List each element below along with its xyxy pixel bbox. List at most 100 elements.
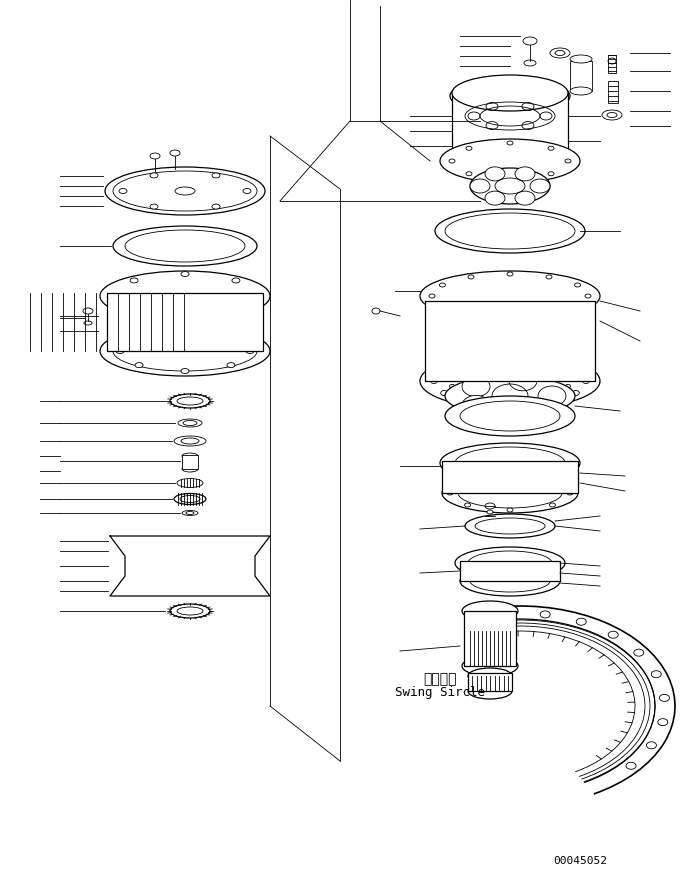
Ellipse shape: [431, 379, 438, 383]
Ellipse shape: [550, 393, 555, 397]
Ellipse shape: [181, 368, 189, 374]
Ellipse shape: [243, 189, 251, 194]
Ellipse shape: [440, 305, 445, 309]
Ellipse shape: [449, 159, 455, 163]
Ellipse shape: [523, 37, 537, 45]
Ellipse shape: [420, 271, 600, 321]
Ellipse shape: [181, 315, 189, 321]
Ellipse shape: [100, 326, 270, 376]
Ellipse shape: [469, 399, 475, 404]
Ellipse shape: [515, 191, 535, 205]
Ellipse shape: [651, 670, 662, 677]
Ellipse shape: [545, 358, 552, 363]
Ellipse shape: [567, 491, 573, 495]
Ellipse shape: [485, 167, 505, 181]
Ellipse shape: [507, 141, 513, 145]
Ellipse shape: [182, 510, 198, 515]
Ellipse shape: [465, 393, 470, 397]
Ellipse shape: [452, 143, 568, 179]
Ellipse shape: [469, 358, 475, 363]
Ellipse shape: [447, 491, 453, 495]
Ellipse shape: [570, 87, 592, 95]
Ellipse shape: [237, 557, 253, 565]
Ellipse shape: [608, 632, 618, 638]
Ellipse shape: [565, 159, 571, 163]
Ellipse shape: [466, 146, 472, 151]
Ellipse shape: [585, 294, 591, 298]
Ellipse shape: [523, 398, 528, 402]
Ellipse shape: [550, 479, 555, 483]
Ellipse shape: [546, 313, 552, 317]
Ellipse shape: [170, 150, 180, 156]
Ellipse shape: [420, 353, 600, 409]
Ellipse shape: [574, 305, 581, 309]
Ellipse shape: [180, 559, 200, 569]
Ellipse shape: [135, 335, 143, 339]
Ellipse shape: [530, 179, 550, 193]
Ellipse shape: [182, 466, 198, 472]
Ellipse shape: [130, 278, 138, 283]
Ellipse shape: [452, 75, 568, 111]
Ellipse shape: [116, 349, 124, 353]
Bar: [452, 93, 568, 161]
Ellipse shape: [550, 503, 555, 507]
Ellipse shape: [523, 359, 528, 364]
Ellipse shape: [83, 308, 93, 314]
Ellipse shape: [462, 396, 490, 416]
Ellipse shape: [507, 316, 513, 320]
Ellipse shape: [440, 443, 580, 483]
Ellipse shape: [182, 453, 198, 459]
Ellipse shape: [455, 547, 565, 579]
Bar: [608, 81, 618, 103]
Ellipse shape: [565, 374, 570, 378]
Ellipse shape: [150, 204, 158, 209]
Ellipse shape: [450, 78, 570, 114]
Ellipse shape: [660, 694, 669, 701]
Ellipse shape: [130, 309, 138, 314]
Text: 回转支承: 回转支承: [423, 672, 457, 686]
Ellipse shape: [372, 308, 380, 314]
Bar: [182, 455, 198, 469]
Ellipse shape: [524, 60, 536, 66]
Ellipse shape: [546, 275, 552, 279]
Ellipse shape: [464, 479, 471, 483]
Ellipse shape: [449, 374, 455, 378]
Ellipse shape: [429, 294, 435, 298]
Ellipse shape: [470, 168, 550, 204]
Bar: [460, 561, 560, 581]
Ellipse shape: [462, 601, 518, 621]
Ellipse shape: [545, 399, 552, 404]
Ellipse shape: [181, 329, 189, 334]
Polygon shape: [110, 536, 270, 596]
Ellipse shape: [440, 366, 448, 372]
Ellipse shape: [468, 683, 512, 699]
Ellipse shape: [170, 394, 210, 408]
Ellipse shape: [485, 503, 495, 509]
Ellipse shape: [174, 436, 206, 446]
Ellipse shape: [232, 309, 240, 314]
Ellipse shape: [507, 272, 513, 276]
Ellipse shape: [548, 172, 554, 175]
Ellipse shape: [548, 146, 554, 151]
Ellipse shape: [487, 510, 493, 514]
Ellipse shape: [170, 168, 180, 174]
Ellipse shape: [507, 474, 513, 478]
Ellipse shape: [468, 668, 512, 684]
Ellipse shape: [538, 386, 566, 406]
Ellipse shape: [170, 604, 210, 618]
Ellipse shape: [583, 379, 589, 383]
Ellipse shape: [466, 172, 472, 175]
Ellipse shape: [181, 271, 189, 277]
Ellipse shape: [492, 359, 497, 364]
Ellipse shape: [212, 173, 220, 178]
Ellipse shape: [509, 371, 537, 391]
Ellipse shape: [174, 493, 206, 505]
Ellipse shape: [246, 349, 254, 353]
Bar: [464, 611, 516, 666]
Bar: [468, 673, 512, 691]
Ellipse shape: [574, 283, 581, 287]
Ellipse shape: [119, 189, 127, 194]
Ellipse shape: [232, 278, 240, 283]
Ellipse shape: [626, 762, 636, 769]
Ellipse shape: [570, 55, 592, 63]
